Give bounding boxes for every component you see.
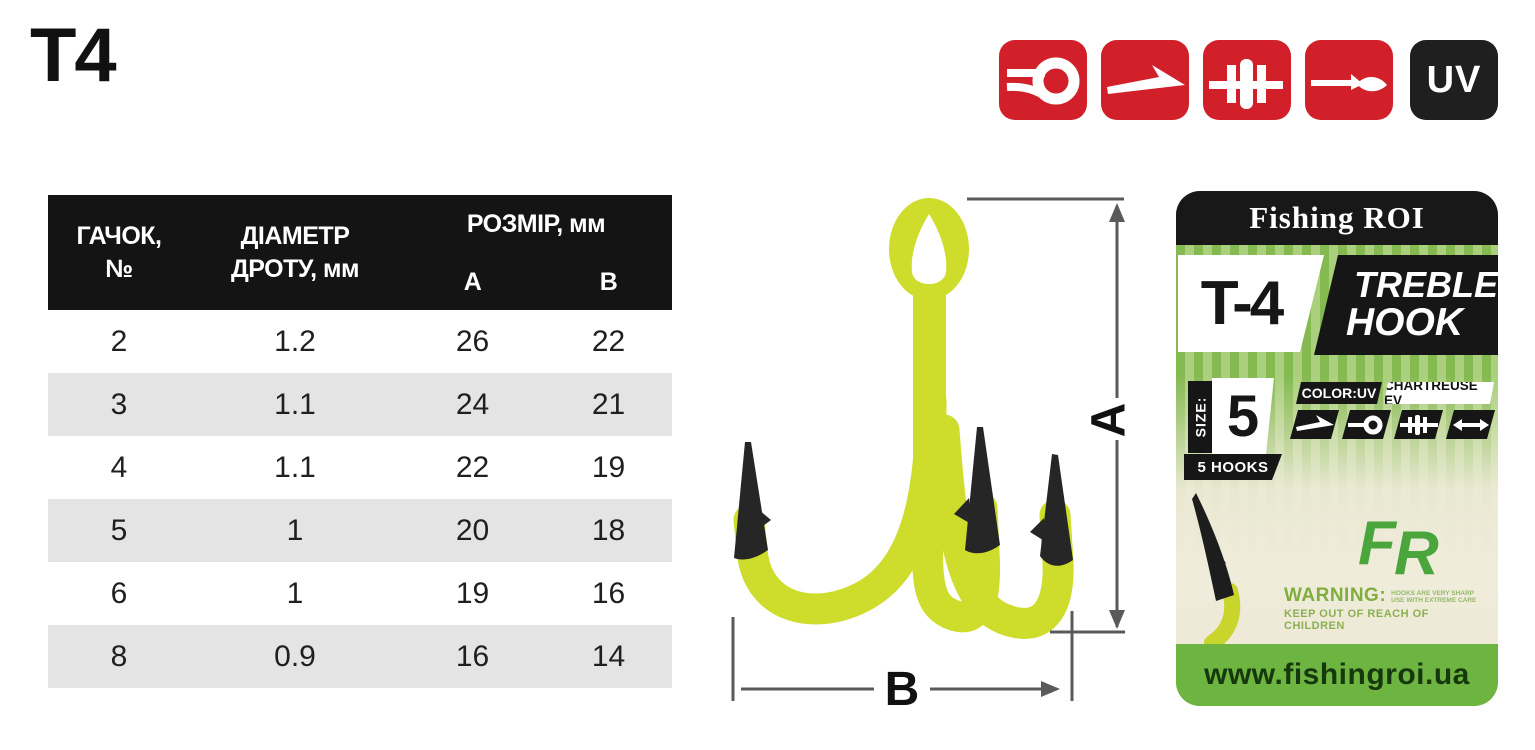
needle-point-icon [1305,40,1393,120]
sharp-point-icon [1101,40,1189,120]
table-row: 3 1.1 24 21 [48,373,672,436]
header-size-b: В [599,268,618,297]
size-label: SIZE: [1188,381,1212,453]
model-badge: T-4 [1178,255,1324,352]
brand-name: Fishing ROI [1249,200,1425,235]
table-row: 8 0.9 16 14 [48,625,672,688]
page-title: T4 [30,13,117,98]
mini-forged-icon [1394,410,1443,439]
package-feature-icons [1290,410,1495,439]
warning-smallprint: HOOKS ARE VERY SHARP USE WITH EXTREME CA… [1391,590,1477,604]
uv-label: UV [1426,58,1482,101]
forged-glyph [1209,59,1283,109]
product-name-badge: TREBLE HOOK [1314,255,1498,355]
dimension-a-label: A [1083,403,1136,438]
fr-logo: F R [1358,509,1439,588]
hook-right-bend [928,414,1074,639]
hooks-count-badge: 5 HOOKS [1184,454,1282,480]
spec-table: ГАЧОК, № ДІАМЕТР ДРОТУ, мм РОЗМІР, мм А … [48,195,672,688]
package-hook-photo [1192,493,1241,646]
table-header: ГАЧОК, № ДІАМЕТР ДРОТУ, мм РОЗМІР, мм А … [48,195,672,310]
header-wire-diameter: ДІАМЕТР ДРОТУ, мм [231,222,359,283]
forged-icon [1203,40,1291,120]
header-size-a: А [463,268,482,297]
size-value: 5 [1212,378,1274,454]
dimension-arrows [1041,203,1125,697]
needle-point-glyph [1311,74,1387,92]
table-row: 4 1.1 22 19 [48,436,672,499]
product-package: Fishing ROI T-4 TREBLE HOOK SIZE: 5 5 HO… [1176,191,1498,706]
header-hook-number: ГАЧОК, № [76,222,162,283]
hook-eye-glyph [1006,57,1080,105]
mini-hook-eye-icon [1342,410,1391,439]
treble-hook-diagram: A B [731,197,1136,716]
website-band: www.fishingroi.ua [1176,644,1498,706]
warning-children-line: KEEP OUT OF REACH OF CHILDREN [1284,608,1429,632]
mini-double-arrow-icon [1446,410,1495,439]
warning-block: WARNING: HOOKS ARE VERY SHARP USE WITH E… [1284,585,1492,632]
mini-sharp-point-icon [1290,410,1339,439]
uv-icon: UV [1410,40,1498,120]
warning-label: WARNING: [1284,585,1387,606]
table-row: 2 1.2 26 22 [48,310,672,373]
sharp-point-glyph [1107,65,1185,94]
hook-eye-hole [911,214,947,284]
hook-shank [913,284,946,510]
hook-points [734,427,1073,566]
color-value-badge: CHARTREUSE EV [1384,382,1494,404]
website-url[interactable]: www.fishingroi.ua [1204,658,1470,691]
brand-header: Fishing ROI [1176,191,1498,245]
hook-eye-icon [999,40,1087,120]
dimension-lines [731,197,1125,701]
color-label-badge: COLOR:UV [1296,382,1382,404]
header-size: РОЗМІР, мм [466,209,606,238]
hook-middle-bend [912,474,1001,633]
hook-left-bend [733,384,947,625]
dimension-b-label: B [885,663,920,716]
